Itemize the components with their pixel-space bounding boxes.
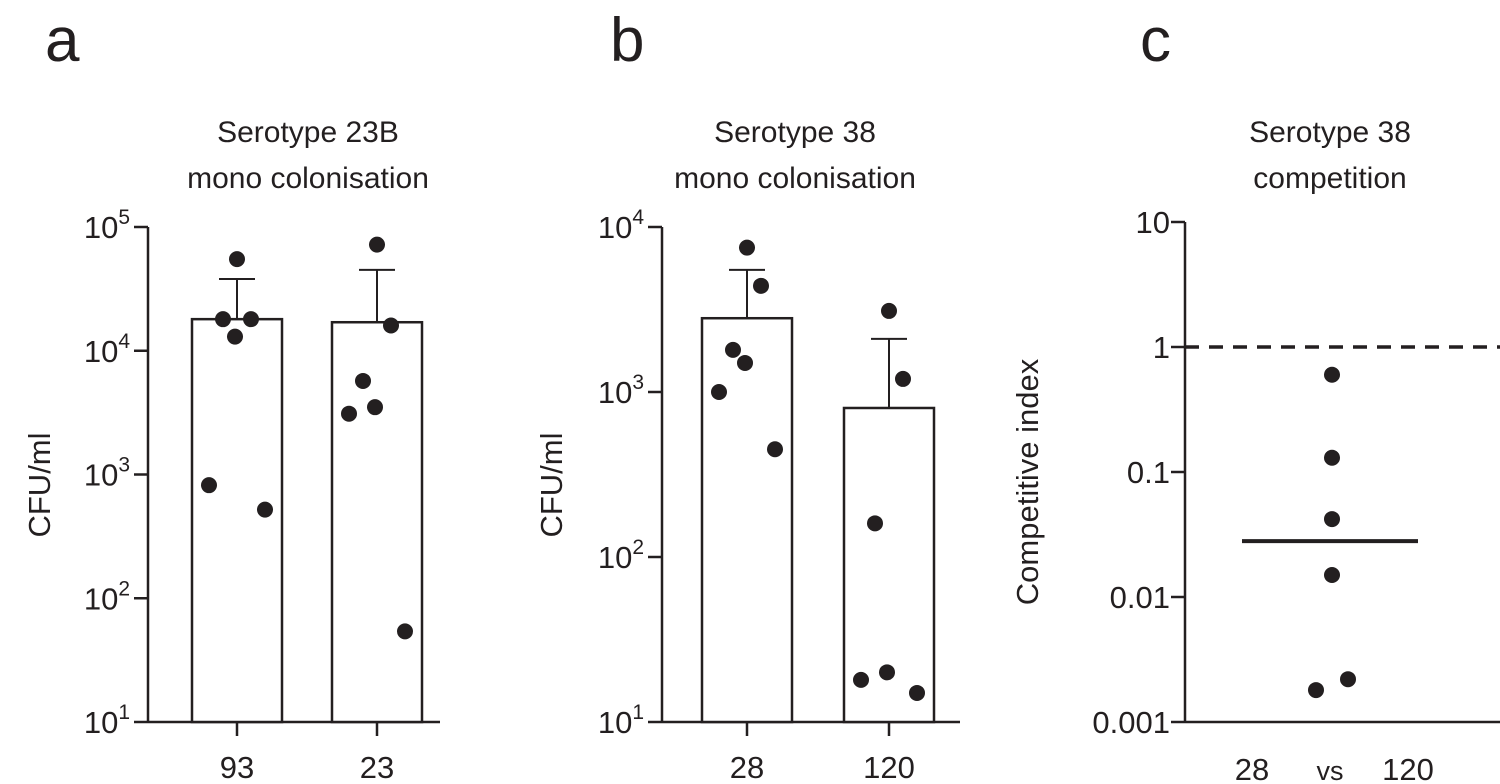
chart-c-data-point: [1324, 366, 1340, 383]
chart-a-y-tick-exponent: 5: [118, 206, 130, 229]
chart-c-data-point: [1324, 511, 1340, 528]
chart-a-x-tick-label: 93: [220, 750, 254, 784]
chart-a-y-tick-base: 10: [84, 705, 118, 740]
chart-a-y-tick-label: 104: [84, 330, 130, 369]
chart-c-data-point: [1308, 682, 1324, 699]
panel-a-title-line2: mono colonisation: [187, 162, 429, 195]
chart-b-y-tick-label: 103: [598, 371, 644, 410]
chart-a-data-point: [215, 311, 231, 328]
chart-c-y-tick-label: 1: [1153, 330, 1170, 365]
chart-a-y-tick-exponent: 4: [118, 330, 130, 353]
chart-a-bar: [190, 317, 284, 724]
chart-c-y-tick-label: 0.01: [1110, 580, 1170, 615]
chart-b-data-point: [739, 239, 755, 256]
panel-a-title-line1: Serotype 23B: [217, 116, 399, 149]
chart-a-y-tick-label: 101: [84, 701, 130, 740]
chart-b-data-point: [881, 302, 897, 319]
chart-b-y-tick-exponent: 4: [632, 206, 644, 229]
chart-a-y-tick-exponent: 3: [118, 454, 130, 477]
panel-a-letter: a: [45, 6, 80, 75]
chart-c: Competitive index 0.001 0.01 0.1 1 10 28 vs 120: [1010, 205, 1500, 784]
panel-c-letter: c: [1140, 6, 1171, 75]
chart-c-data-point: [1324, 566, 1340, 583]
panel-c-title-line2: competition: [1253, 162, 1406, 195]
chart-b-x-tick-label: 28: [730, 750, 764, 784]
chart-b-y-tick-base: 10: [598, 540, 632, 575]
chart-a-y-tick-base: 10: [84, 581, 118, 616]
chart-b-data-point: [879, 664, 895, 681]
chart-c-x-label-part: 28: [1235, 752, 1269, 784]
chart-b-y-tick-label: 102: [598, 536, 644, 575]
panel-c-title-line1: Serotype 38: [1249, 116, 1411, 149]
panel-b-letter: b: [610, 6, 645, 75]
chart-a-y-tick-exponent: 1: [118, 701, 130, 724]
panel-b-title-line1: Serotype 38: [714, 116, 876, 149]
chart-a-data-point: [341, 405, 357, 422]
chart-b-y-tick-label: 104: [598, 206, 644, 245]
chart-b-y-tick-exponent: 3: [632, 371, 644, 394]
chart-b-data-point: [753, 277, 769, 294]
chart-a-data-point: [227, 328, 243, 345]
chart-b-data-point: [867, 515, 883, 532]
chart-a-data-point: [397, 623, 413, 640]
panel-b-title-line2: mono colonisation: [674, 162, 916, 195]
chart-c-data-point: [1340, 671, 1356, 688]
chart-b-bar: [700, 316, 794, 724]
chart-c-y-tick-label: 0.001: [1092, 705, 1170, 740]
chart-a-data-point: [367, 399, 383, 416]
chart-a-data-point: [355, 372, 371, 389]
chart-a-data-point: [229, 251, 245, 268]
chart-a-x-tick-label: 23: [360, 750, 394, 784]
chart-a-data-point: [201, 477, 217, 494]
chart-b-y-tick-exponent: 1: [632, 701, 644, 724]
chart-b-data-point: [767, 441, 783, 458]
chart-a-y-tick-label: 105: [84, 206, 130, 245]
chart-b-data-point: [909, 684, 925, 701]
chart-c-y-tick-label: 0.1: [1127, 455, 1170, 490]
chart-b-y-tick-exponent: 2: [632, 536, 644, 559]
chart-b-data-point: [737, 354, 753, 371]
chart-a-y-tick-label: 102: [84, 577, 130, 616]
chart-a-data-point: [383, 317, 399, 334]
chart-b-y-axis-label: CFU/ml: [534, 432, 569, 537]
chart-b-x-tick-label: 120: [863, 750, 915, 784]
chart-c-y-tick-label: 10: [1136, 205, 1170, 240]
chart-b-y-tick-base: 10: [598, 210, 632, 245]
chart-a-y-tick-label: 103: [84, 454, 130, 493]
chart-c-x-label-part: 120: [1382, 752, 1434, 784]
chart-c-data-point: [1324, 449, 1340, 466]
chart-a-y-tick-base: 10: [84, 210, 118, 245]
chart-b-y-tick-label: 101: [598, 701, 644, 740]
chart-a-bar: [330, 320, 424, 724]
chart-b-data-point: [895, 370, 911, 387]
chart-a-y-tick-base: 10: [84, 334, 118, 369]
chart-b-y-tick-base: 10: [598, 705, 632, 740]
chart-b-data-point: [853, 671, 869, 688]
chart-c-y-axis-label: Competitive index: [1010, 358, 1045, 605]
chart-a-y-tick-exponent: 2: [118, 577, 130, 600]
chart-b-data-point: [725, 341, 741, 358]
chart-a-data-point: [369, 236, 385, 253]
chart-a-y-axis-label: CFU/ml: [22, 432, 57, 537]
chart-a-y-tick-base: 10: [84, 458, 118, 493]
chart-a-data-point: [243, 311, 259, 328]
chart-b-y-tick-base: 10: [598, 375, 632, 410]
chart-c-x-label-part: vs: [1317, 756, 1344, 784]
chart-a-data-point: [257, 501, 273, 518]
chart-b-data-point: [711, 384, 727, 400]
